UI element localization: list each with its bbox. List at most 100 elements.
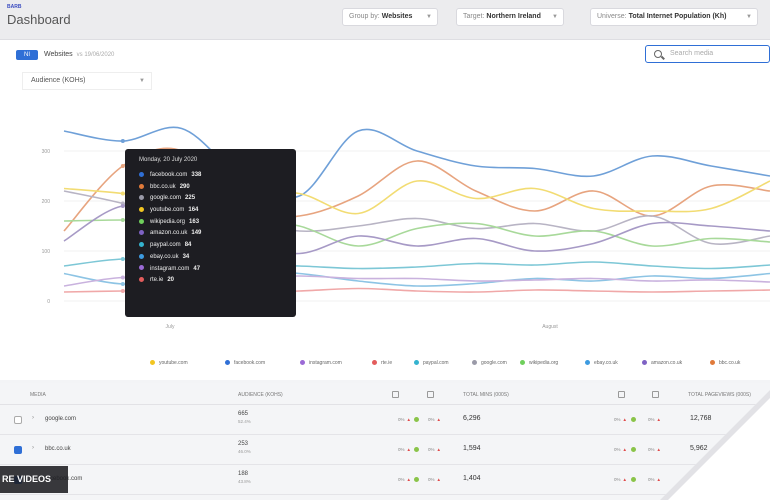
column-settings-icon[interactable]: [392, 391, 399, 398]
legend-label: youtube.com: [159, 360, 188, 366]
row-checkbox[interactable]: [14, 446, 22, 454]
audience-line-chart: 0 100 200 300 July August: [42, 126, 770, 330]
legend-item[interactable]: ebay.co.uk: [585, 358, 618, 368]
tooltip-series-name: rte.ie: [150, 277, 164, 284]
tooltip-row: rte.ie 20: [139, 275, 296, 287]
target-value: Northern Ireland: [486, 13, 541, 20]
down-arrow-icon: ▲: [406, 447, 411, 452]
legend-label: instagram.com: [309, 360, 342, 366]
col-media[interactable]: MEDIA: [30, 392, 46, 398]
legend-item[interactable]: instagram.com: [300, 358, 342, 368]
tooltip-series-name: youtube.com: [150, 207, 185, 214]
group-by-select[interactable]: Group by: Websites ▼: [342, 8, 438, 26]
legend-item[interactable]: wikipedia.org: [520, 358, 558, 368]
total-mins-value: 6,296: [463, 415, 481, 422]
change-pct: 0% ▲: [614, 447, 627, 452]
tooltip-series-value: 84: [184, 242, 192, 249]
series-dot: [139, 218, 144, 224]
tooltip-series-name: amazon.co.uk: [150, 230, 188, 237]
breadcrumb-sub: vs 19/06/2020: [76, 52, 115, 58]
legend-dot: [372, 360, 377, 366]
column-settings-icon[interactable]: [618, 391, 625, 398]
legend-item[interactable]: bbc.co.uk: [710, 358, 740, 368]
series-dot: [139, 206, 144, 212]
region-badge: NI: [16, 50, 38, 60]
series-dot: [139, 242, 144, 248]
change-pct: 0% ▲: [614, 417, 627, 422]
audience-reach: 43.8%: [238, 479, 251, 484]
audience-value: 188 43.8%: [238, 471, 251, 484]
expand-icon[interactable]: ›: [32, 445, 34, 451]
chevron-down-icon: ▼: [426, 14, 432, 20]
target-select[interactable]: Target: Northern Ireland ▼: [456, 8, 564, 26]
change-pct: 0% ▲: [398, 447, 411, 452]
down-arrow-icon: ▲: [656, 417, 661, 422]
search-placeholder: Search media: [670, 50, 714, 57]
tooltip-series-value: 164: [188, 207, 199, 214]
top-bar: BARB Dashboard Group by: Websites ▼ Targe…: [0, 0, 770, 40]
universe-value: Total Internet Population (Kh): [628, 13, 727, 20]
table-row[interactable]: › bbc.co.uk 253 46.0% 0% ▲ 0% ▲ 1,594 0% ▲ 0% ▲ 5,962: [0, 435, 770, 465]
tooltip-series-value: 338: [191, 172, 202, 178]
column-settings-icon[interactable]: [652, 391, 659, 398]
group-by-label: Group by:: [349, 13, 380, 20]
table-header: MEDIA AUDIENCE (KOHS) TOTAL MINS (000S) …: [0, 383, 770, 405]
total-pageviews-value: 5,962: [690, 445, 708, 452]
group-by-value: Websites: [381, 13, 413, 20]
col-total-pageviews[interactable]: TOTAL PAGEVIEWS (000S): [688, 392, 751, 398]
universe-select[interactable]: Universe: Total Internet Population (Kh) …: [590, 8, 758, 26]
legend-dot: [472, 360, 477, 366]
series-dot: [139, 253, 144, 259]
legend-dot: [300, 360, 305, 366]
expand-icon[interactable]: ›: [32, 415, 34, 421]
change-pct: 0% ▲: [648, 447, 661, 452]
change-pct: 0% ▲: [648, 417, 661, 422]
legend-item[interactable]: youtube.com: [150, 358, 188, 368]
legend-item[interactable]: rte.ie: [372, 358, 392, 368]
down-arrow-icon: ▲: [406, 417, 411, 422]
legend-label: bbc.co.uk: [719, 360, 741, 366]
search-icon: [654, 50, 662, 58]
change-pct-value: 0%: [398, 477, 405, 482]
trend-dot: [631, 477, 636, 482]
down-arrow-icon: ▲: [406, 477, 411, 482]
change-pct-value: 0%: [398, 447, 405, 452]
table-row[interactable]: ›facebook.com18843.8%0%▲0%▲1,4040%▲0%▲4,…: [0, 465, 770, 495]
tooltip-series-name: instagram.com: [150, 265, 190, 272]
legend-item[interactable]: facebook.com: [225, 358, 265, 368]
column-settings-icon[interactable]: [427, 391, 434, 398]
trend-dot: [631, 417, 636, 422]
table-row[interactable]: › google.com 665 52.4% 0% ▲ 0% ▲ 6,296 0% ▲ 0% ▲ 12,7…: [0, 405, 770, 435]
trend-dot: [414, 477, 419, 482]
x-tick-label: July: [166, 324, 175, 330]
metric-select-value: Audience (KOHs): [31, 77, 86, 84]
legend-item[interactable]: google.com: [472, 358, 507, 368]
legend-label: facebook.com: [234, 360, 266, 366]
change-pct: 0% ▲: [428, 477, 441, 482]
change-pct: 0% ▲: [614, 477, 627, 482]
legend-label: ebay.co.uk: [594, 360, 618, 366]
more-videos-overlay[interactable]: RE VIDEOS: [0, 466, 68, 493]
change-pct-value: 0%: [614, 477, 621, 482]
col-total-mins[interactable]: TOTAL MINS (000S): [463, 392, 509, 398]
legend-dot: [710, 360, 715, 366]
down-arrow-icon: ▲: [436, 477, 441, 482]
tooltip-series-value: 225: [185, 195, 196, 202]
col-audience[interactable]: AUDIENCE (KOHS): [238, 392, 283, 398]
tooltip-row: paypal.com 84: [139, 240, 296, 252]
hover-point: [120, 191, 125, 196]
y-tick-label: 100: [42, 249, 51, 255]
audience-reach: 52.4%: [238, 419, 251, 424]
legend-item[interactable]: paypal.com: [414, 358, 449, 368]
tooltip-row: instagram.com 47: [139, 264, 296, 276]
legend-item[interactable]: amazon.co.uk: [642, 358, 682, 368]
chevron-down-icon: ▼: [139, 78, 145, 84]
down-arrow-icon: ▲: [622, 447, 627, 452]
row-checkbox[interactable]: [14, 416, 22, 424]
series-line-facebook-com[interactable]: [63, 126, 770, 199]
hover-point: [120, 257, 125, 261]
hover-point: [120, 289, 125, 293]
change-pct: 0% ▲: [428, 417, 441, 422]
search-input[interactable]: Search media: [645, 45, 770, 63]
metric-select[interactable]: Audience (KOHs) ▼: [22, 72, 152, 90]
